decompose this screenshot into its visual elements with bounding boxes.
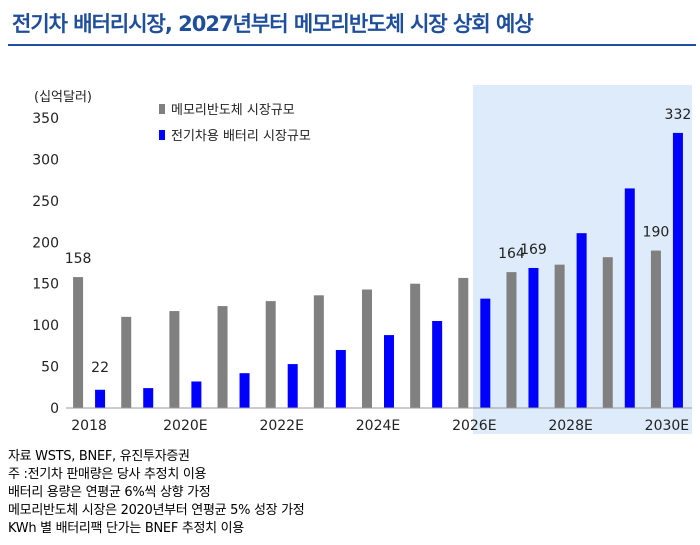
x-tick-label: 2028E	[548, 418, 592, 434]
x-tick-label: 2026E	[452, 418, 496, 434]
memory-bar-2020E	[169, 311, 180, 408]
bar-chart: 0 50 100 150 200 250 300 350 (십억달러) 2018 2020E 2022…	[32, 85, 692, 434]
legend-swatch-0	[159, 104, 165, 114]
battery-bar-2019E	[143, 388, 154, 408]
battery-bar-2030E	[672, 132, 683, 408]
memory-bar-2028E	[554, 264, 565, 408]
battery-bar-2021E	[239, 373, 250, 408]
memory-bar-2030E	[650, 250, 661, 408]
legend-label-0: 메모리반도체 시장규모	[171, 103, 295, 118]
data-label: 164	[498, 246, 525, 262]
x-tick-label: 2030E	[645, 418, 689, 434]
x-tick-label: 2022E	[259, 418, 303, 434]
data-label: 332	[665, 107, 692, 123]
battery-bar-2023E	[335, 350, 346, 408]
y-tick-label: 200	[32, 235, 59, 251]
memory-bar-2022E	[265, 301, 276, 408]
y-tick-label: 100	[32, 318, 59, 334]
battery-bar-2024E	[384, 335, 394, 408]
memory-bar-2026E	[458, 277, 469, 408]
memory-bar-2019E	[121, 316, 132, 408]
x-tick-label: 2020E	[163, 418, 207, 434]
note-2: 배터리 용량은 연평균 6%씩 상향 가정	[8, 485, 211, 500]
data-label: 22	[91, 360, 109, 376]
y-tick-label: 150	[32, 277, 59, 293]
battery-bar-2022E	[287, 364, 298, 408]
note-4: KWh 별 배터리팩 단가는 BNEF 추정치 이용	[8, 521, 244, 536]
y-tick-label: 50	[41, 360, 59, 376]
y-axis-unit-label: (십억달러)	[34, 90, 92, 105]
x-tick-label: 2018	[71, 418, 107, 434]
note-3: 메모리반도체 시장은 2020년부터 연평균 5% 성장 가정	[8, 503, 305, 518]
memory-bar-2023E	[313, 295, 324, 408]
memory-bar-2018	[73, 277, 84, 408]
battery-bar-2018	[95, 389, 106, 408]
memory-bar-2025E	[410, 283, 421, 408]
battery-bar-2028E	[576, 233, 587, 408]
battery-bar-2025E	[432, 321, 443, 408]
y-tick-label: 300	[32, 152, 59, 168]
data-label: 169	[520, 242, 547, 258]
battery-bar-2029E	[624, 188, 635, 408]
title-divider	[8, 44, 696, 46]
chart-notes: 자료 WSTS, BNEF, 유진투자증권 주 :전기차 판매량은 당사 추정치…	[8, 448, 305, 538]
legend-label-1: 전기차용 배터리 시장규모	[171, 129, 311, 144]
battery-bar-2020E	[191, 381, 202, 408]
legend-swatch-1	[159, 130, 165, 140]
page-title: 전기차 배터리시장, 2027년부터 메모리반도체 시장 상회 예상	[12, 12, 534, 36]
y-tick-label: 0	[50, 401, 59, 417]
battery-bar-2026E	[480, 298, 491, 408]
y-tick-label: 250	[32, 194, 59, 210]
memory-bar-2027E	[506, 272, 517, 408]
memory-bar-2024E	[362, 289, 372, 408]
battery-bar-2027E	[528, 267, 539, 408]
note-source: 자료 WSTS, BNEF, 유진투자증권	[8, 449, 190, 464]
note-1: 주 :전기차 판매량은 당사 추정치 이용	[8, 467, 207, 482]
memory-bar-2021E	[217, 306, 228, 408]
y-tick-label: 350	[32, 111, 59, 127]
data-label: 158	[65, 251, 92, 267]
memory-bar-2029E	[602, 257, 613, 408]
x-tick-label: 2024E	[356, 418, 400, 434]
data-label: 190	[643, 225, 670, 241]
